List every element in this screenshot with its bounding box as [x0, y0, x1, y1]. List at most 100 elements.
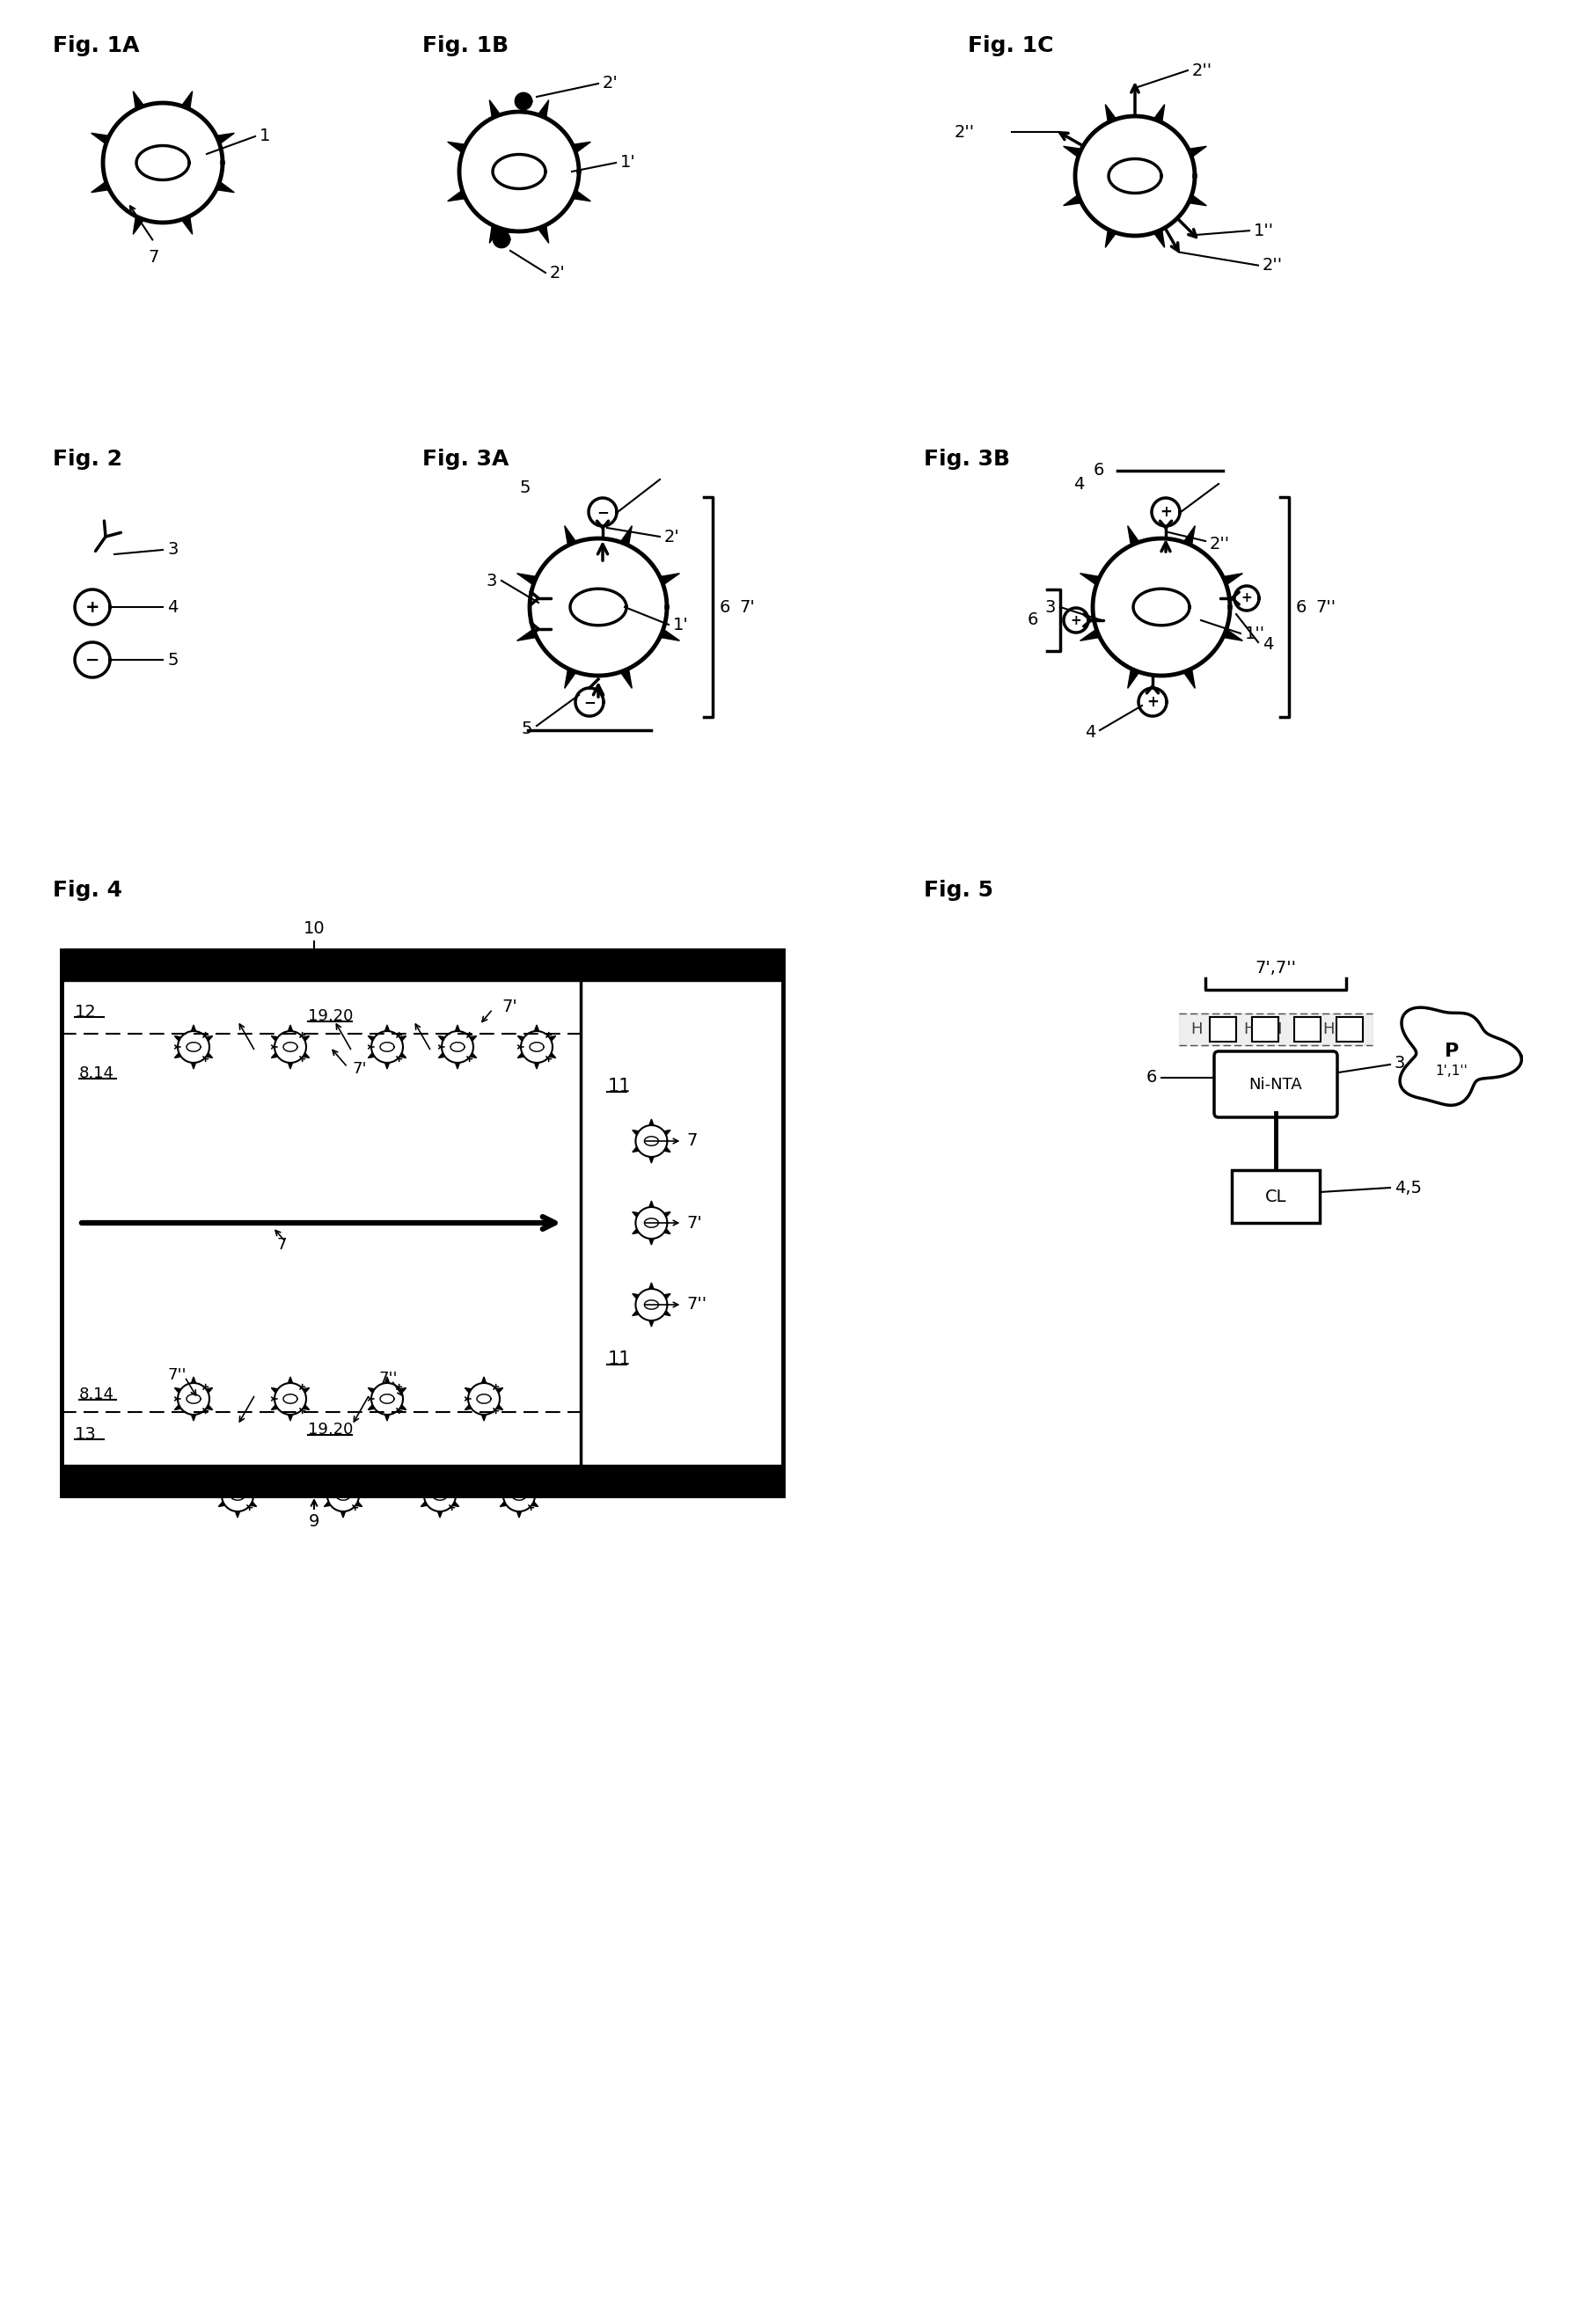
Bar	[1294, 1017, 1320, 1042]
Polygon shape	[182, 92, 193, 108]
Polygon shape	[496, 1388, 503, 1392]
Bar	[1210, 1017, 1237, 1042]
Text: +: +	[1146, 694, 1159, 710]
Polygon shape	[235, 1512, 239, 1517]
Polygon shape	[464, 1388, 471, 1392]
Polygon shape	[174, 1388, 180, 1392]
Polygon shape	[490, 99, 500, 118]
Text: +: +	[85, 599, 99, 615]
Polygon shape	[174, 1053, 180, 1058]
Text: H: H	[1218, 1021, 1229, 1037]
Text: 6: 6	[1093, 463, 1104, 479]
Text: 2': 2'	[603, 76, 618, 92]
Polygon shape	[1184, 526, 1195, 546]
Polygon shape	[439, 1053, 445, 1058]
Text: 3: 3	[487, 572, 496, 590]
Polygon shape	[206, 1035, 212, 1042]
Polygon shape	[235, 1473, 239, 1480]
Text: 5: 5	[522, 719, 533, 738]
Polygon shape	[1223, 629, 1243, 641]
Text: 1',1'': 1',1''	[1435, 1065, 1468, 1079]
Text: 2': 2'	[551, 265, 565, 281]
Polygon shape	[399, 1404, 405, 1411]
Text: 19,20: 19,20	[308, 1007, 353, 1023]
Text: 2'': 2''	[1210, 535, 1231, 553]
Polygon shape	[500, 1484, 506, 1489]
Text: 2'': 2''	[1262, 256, 1283, 274]
Polygon shape	[132, 92, 144, 108]
Text: 1': 1'	[674, 615, 689, 634]
Polygon shape	[324, 1501, 330, 1507]
Polygon shape	[517, 1512, 522, 1517]
Text: 11: 11	[608, 1079, 630, 1095]
Polygon shape	[192, 1026, 196, 1030]
Polygon shape	[538, 226, 549, 242]
Polygon shape	[206, 1404, 212, 1411]
Polygon shape	[369, 1035, 375, 1042]
Text: 9: 9	[308, 1512, 319, 1531]
Text: 7: 7	[276, 1238, 287, 1254]
Polygon shape	[385, 1063, 389, 1070]
Polygon shape	[565, 668, 576, 689]
Polygon shape	[421, 1501, 428, 1507]
Text: 7'': 7''	[686, 1295, 707, 1314]
Text: 7'': 7''	[378, 1371, 397, 1388]
Text: 19,20: 19,20	[308, 1422, 353, 1438]
Polygon shape	[535, 1063, 539, 1070]
Polygon shape	[217, 134, 235, 143]
Polygon shape	[342, 1512, 345, 1517]
Polygon shape	[1154, 230, 1165, 247]
Text: Fig. 3B: Fig. 3B	[924, 449, 1010, 470]
Polygon shape	[1184, 668, 1195, 689]
Polygon shape	[206, 1053, 212, 1058]
Polygon shape	[500, 1501, 506, 1507]
Text: Fig. 3A: Fig. 3A	[423, 449, 509, 470]
Text: P: P	[1444, 1042, 1459, 1060]
Text: 5: 5	[168, 652, 179, 668]
Polygon shape	[369, 1404, 375, 1411]
Polygon shape	[482, 1376, 487, 1383]
Polygon shape	[219, 1501, 225, 1507]
Polygon shape	[369, 1388, 375, 1392]
Text: Fig. 5: Fig. 5	[924, 881, 993, 901]
Polygon shape	[217, 182, 235, 191]
Polygon shape	[369, 1053, 375, 1058]
Polygon shape	[1106, 230, 1116, 247]
Text: 1'': 1''	[1245, 625, 1266, 641]
Polygon shape	[206, 1388, 212, 1392]
Text: H: H	[1349, 1021, 1361, 1037]
Text: Fig. 4: Fig. 4	[53, 881, 123, 901]
Polygon shape	[437, 1473, 442, 1480]
Polygon shape	[385, 1026, 389, 1030]
Text: Fig. 1B: Fig. 1B	[423, 35, 509, 55]
Text: 7: 7	[686, 1132, 697, 1150]
Polygon shape	[664, 1229, 670, 1233]
Polygon shape	[664, 1293, 670, 1298]
Text: H: H	[1296, 1021, 1309, 1037]
Text: 7'': 7''	[168, 1367, 187, 1383]
Polygon shape	[490, 226, 500, 242]
Text: 2': 2'	[664, 528, 680, 544]
Polygon shape	[482, 1415, 487, 1420]
Text: 5: 5	[519, 479, 530, 496]
Text: 7: 7	[148, 249, 160, 265]
Text: Fig. 1A: Fig. 1A	[53, 35, 139, 55]
Polygon shape	[632, 1129, 638, 1134]
Text: 3: 3	[168, 542, 179, 558]
Polygon shape	[471, 1053, 477, 1058]
Polygon shape	[632, 1229, 638, 1233]
Polygon shape	[303, 1388, 310, 1392]
Text: 4: 4	[1085, 724, 1095, 742]
Text: 2'': 2''	[1192, 62, 1213, 78]
Polygon shape	[342, 1473, 345, 1480]
Text: 4,5: 4,5	[1395, 1180, 1422, 1196]
Text: +: +	[1242, 592, 1253, 604]
Polygon shape	[453, 1484, 460, 1489]
Polygon shape	[91, 134, 109, 143]
Polygon shape	[493, 230, 509, 247]
Bar	[62, 950, 784, 1496]
Text: 10: 10	[303, 920, 326, 936]
Polygon shape	[447, 143, 466, 152]
Polygon shape	[455, 1063, 460, 1070]
Polygon shape	[289, 1063, 292, 1070]
